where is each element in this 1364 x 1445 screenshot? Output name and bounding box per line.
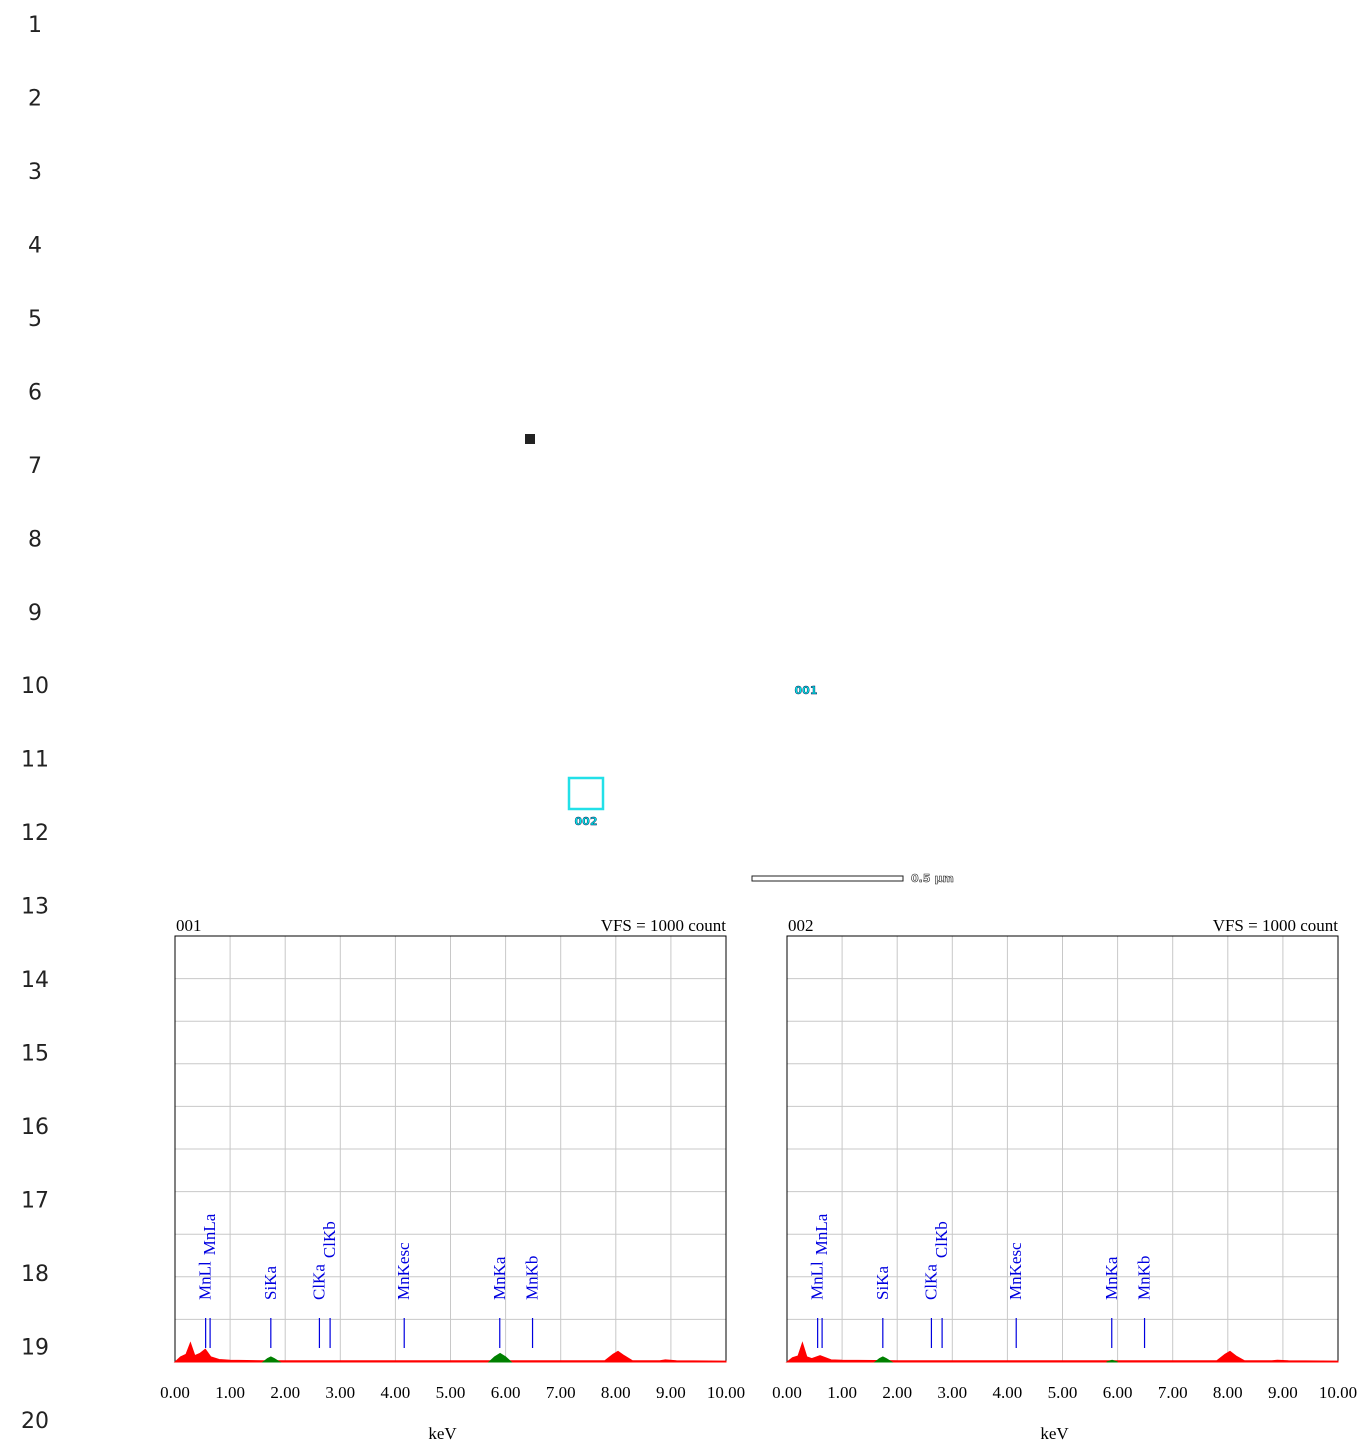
peak-label: MnKb: [1135, 1256, 1154, 1300]
x-axis-title: keV: [1040, 1424, 1069, 1443]
x-tick-label: 2.00: [270, 1383, 300, 1402]
x-tick-label: 10.00: [1319, 1383, 1357, 1402]
line-number: 10: [21, 674, 49, 699]
peak-label: MnLa: [200, 1213, 219, 1255]
line-number: 15: [21, 1042, 49, 1067]
peak-label: MnKesc: [1006, 1242, 1025, 1300]
peak-label: MnLl: [808, 1261, 827, 1300]
line-number: 4: [28, 233, 42, 258]
x-tick-label: 10.00: [707, 1383, 745, 1402]
x-tick-label: 7.00: [1158, 1383, 1188, 1402]
x-tick-label: 9.00: [656, 1383, 686, 1402]
x-tick-label: 0.00: [772, 1383, 802, 1402]
line-number: 13: [21, 895, 49, 920]
marker: [525, 434, 535, 444]
x-tick-label: 8.00: [1213, 1383, 1243, 1402]
x-tick-label: 4.00: [993, 1383, 1023, 1402]
line-number: 7: [28, 454, 42, 479]
peak-label: MnKa: [1102, 1256, 1121, 1300]
peak-area: [263, 1357, 280, 1362]
x-tick-label: 5.00: [1048, 1383, 1078, 1402]
peak-area: [875, 1357, 892, 1362]
x-tick-label: 0.00: [160, 1383, 190, 1402]
panel-label: 001: [176, 916, 202, 935]
line-number: 3: [28, 160, 42, 185]
line-number: 14: [21, 968, 49, 993]
x-tick-label: 1.00: [215, 1383, 245, 1402]
x-tick-label: 3.00: [937, 1383, 967, 1402]
x-tick-label: 1.00: [827, 1383, 857, 1402]
point-box: [569, 778, 603, 809]
scale-label: 0.5 µm: [911, 872, 954, 885]
peak-area: [489, 1353, 511, 1362]
line-number: 5: [28, 307, 42, 332]
x-tick-label: 2.00: [882, 1383, 912, 1402]
scale-bar: [752, 876, 903, 881]
point-label: 002: [575, 815, 598, 828]
page: 001 002 0.5 µm 1234567891011121314151617…: [0, 0, 1364, 1445]
x-tick-label: 8.00: [601, 1383, 631, 1402]
peak-label: MnKesc: [394, 1242, 413, 1300]
x-tick-label: 9.00: [1268, 1383, 1298, 1402]
peak-label: SiKa: [261, 1266, 280, 1300]
line-number: 20: [21, 1409, 49, 1434]
peak-label: SiKa: [873, 1266, 892, 1300]
peak-label: MnKa: [490, 1256, 509, 1300]
peak-label: ClKa: [921, 1264, 940, 1300]
peak-label: MnLa: [812, 1213, 831, 1255]
x-tick-label: 4.00: [381, 1383, 411, 1402]
point-label: 001: [795, 684, 818, 697]
line-number: 6: [28, 380, 42, 405]
x-axis-title: keV: [428, 1424, 457, 1443]
peak-label: MnKb: [523, 1256, 542, 1300]
line-number: 11: [21, 748, 49, 773]
vfs-label: VFS = 1000 count: [1213, 916, 1339, 935]
peak-label: ClKb: [320, 1221, 339, 1258]
line-number: 18: [21, 1262, 49, 1287]
x-tick-label: 5.00: [436, 1383, 466, 1402]
vfs-label: VFS = 1000 count: [601, 916, 727, 935]
line-number: 17: [21, 1189, 49, 1214]
line-number: 16: [21, 1115, 49, 1140]
peak-label: ClKa: [309, 1264, 328, 1300]
panel-label: 002: [788, 916, 814, 935]
line-number: 12: [21, 821, 49, 846]
x-tick-label: 7.00: [546, 1383, 576, 1402]
peak-label: MnLl: [196, 1261, 215, 1300]
line-number: 2: [28, 86, 42, 111]
line-number: 19: [21, 1335, 49, 1360]
x-tick-label: 6.00: [491, 1383, 521, 1402]
document: 001 002 0.5 µm 1234567891011121314151617…: [0, 0, 1364, 1445]
line-number: 8: [28, 527, 42, 552]
x-tick-label: 3.00: [325, 1383, 355, 1402]
line-number: 1: [28, 13, 42, 38]
peak-label: ClKb: [932, 1221, 951, 1258]
line-number: 9: [28, 601, 42, 626]
x-tick-label: 6.00: [1103, 1383, 1133, 1402]
